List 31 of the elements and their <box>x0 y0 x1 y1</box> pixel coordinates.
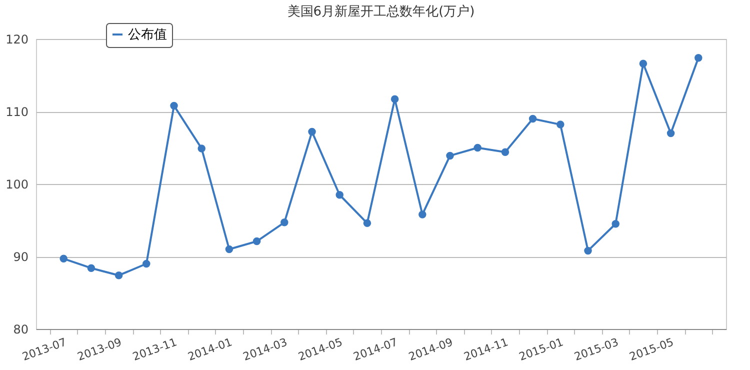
point <box>252 237 261 246</box>
point <box>142 260 150 268</box>
y-tick-label: 90 <box>13 250 28 264</box>
point <box>308 128 316 136</box>
point <box>666 129 675 138</box>
point <box>225 245 234 254</box>
point <box>501 148 510 156</box>
chart-title: 美国6月新屋开工总数年化(万户) <box>287 4 475 20</box>
point <box>639 60 648 68</box>
point <box>474 144 482 152</box>
point <box>418 210 426 218</box>
point <box>114 271 123 280</box>
point <box>446 152 454 160</box>
y-tick-label: 80 <box>13 322 28 336</box>
point <box>336 191 344 199</box>
point <box>528 114 537 123</box>
point <box>556 120 564 128</box>
y-tick-label: 120 <box>6 32 28 46</box>
point <box>584 246 592 255</box>
point <box>87 264 96 272</box>
legend-label: 公布值 <box>128 28 167 42</box>
y-tick-label: 110 <box>6 105 28 119</box>
point <box>363 219 372 228</box>
y-tick-label: 100 <box>6 178 28 192</box>
point <box>280 218 288 226</box>
point <box>60 254 68 263</box>
point <box>198 144 206 152</box>
point <box>694 54 702 62</box>
point <box>390 95 399 104</box>
point <box>170 102 178 110</box>
point <box>612 220 620 228</box>
